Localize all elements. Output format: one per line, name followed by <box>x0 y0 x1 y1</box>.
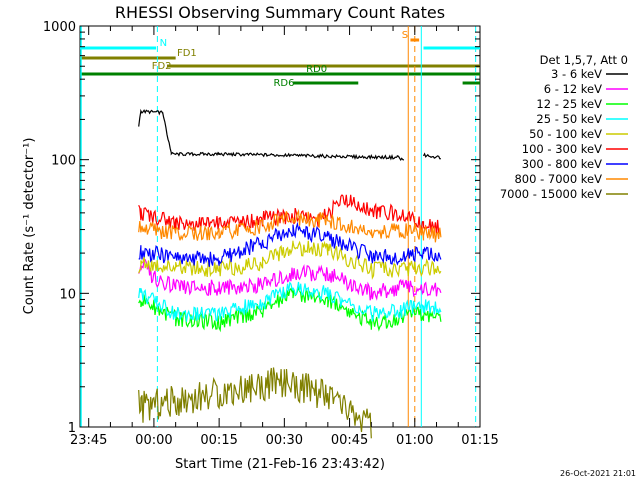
series-line-6 <box>138 221 442 267</box>
legend-item-label: 50 - 100 keV <box>529 127 602 141</box>
flag-bar-label: FD2 <box>152 61 172 72</box>
x-axis-title: Start Time (21-Feb-16 23:43:42) <box>175 457 385 472</box>
legend-item-label: 7000 - 15000 keV <box>500 187 602 201</box>
y-axis-title: Count Rate (s⁻¹ detector⁻¹) <box>22 138 37 315</box>
series-line-1 <box>138 258 442 301</box>
data-series <box>138 108 442 439</box>
series-line-7 <box>138 208 442 243</box>
series-line-3 <box>138 281 442 323</box>
x-tick-label: 00:00 <box>135 433 172 448</box>
series-line-0 <box>138 108 441 161</box>
legend-item-label: 12 - 25 keV <box>536 97 602 111</box>
x-axis-ticks: 23:45 00:00 00:15 00:30 00:45 01:00 01:15 <box>70 26 499 448</box>
flag-bar-label: RD0 <box>306 64 327 75</box>
legend-header: Det 1,5,7, Att 0 <box>540 53 628 67</box>
legend-item-label: 100 - 300 keV <box>522 142 602 156</box>
y-tick-label: 1 <box>68 421 76 436</box>
legend-item-label: 3 - 6 keV <box>551 67 602 81</box>
legend-item-label: 6 - 12 keV <box>544 82 602 96</box>
x-tick-label: 00:45 <box>331 433 368 448</box>
plot-frame <box>79 25 481 428</box>
y-tick-label: 10 <box>59 287 76 302</box>
footer-timestamp: 26-Oct-2021 21:01 <box>560 469 636 478</box>
flag-bars: N FD1 FD2 RD0 RD6 S <box>80 30 480 89</box>
legend-item-label: 800 - 7000 keV <box>514 172 602 186</box>
y-tick-label: 1000 <box>43 20 76 35</box>
x-tick-label: 01:00 <box>396 433 433 448</box>
flag-bar-label: FD1 <box>177 48 197 59</box>
x-tick-label: 00:30 <box>266 433 303 448</box>
y-tick-label: 100 <box>51 154 76 169</box>
x-tick-label: 00:15 <box>200 433 237 448</box>
legend-item-label: 25 - 50 keV <box>536 112 602 126</box>
flag-bar-label: N <box>160 38 167 49</box>
series-line-8 <box>138 367 372 439</box>
flag-bar-label: RD6 <box>273 78 294 89</box>
y-axis-ticks: 1 10 100 1000 <box>43 20 480 436</box>
chart-title: RHESSI Observing Summary Count Rates <box>115 3 445 22</box>
x-tick-label: 01:15 <box>461 433 498 448</box>
series-line-2 <box>138 285 442 333</box>
legend-item-label: 300 - 800 keV <box>522 157 602 171</box>
series-line-4 <box>138 240 442 280</box>
x-tick-label: 23:45 <box>70 433 107 448</box>
flag-bar-label: S <box>402 30 408 41</box>
